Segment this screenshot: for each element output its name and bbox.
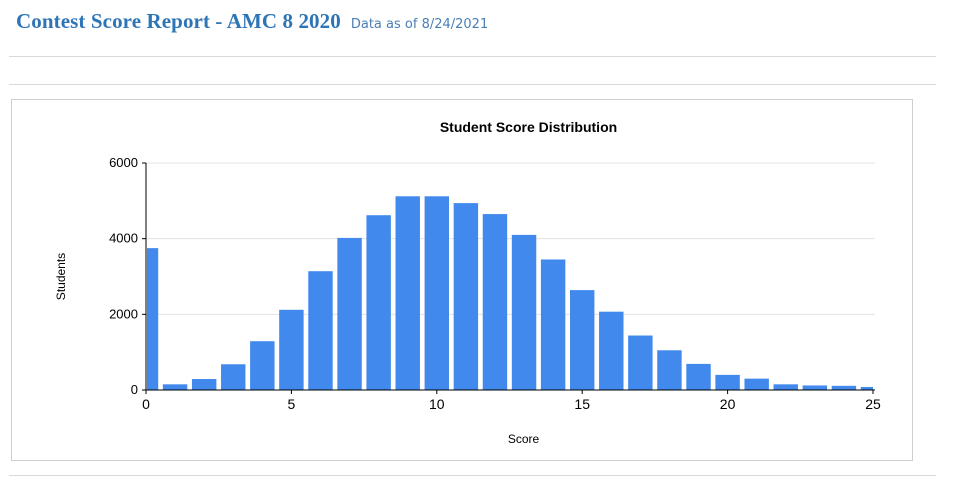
- bar-score-3: [221, 364, 246, 390]
- report-title: Contest Score Report - AMC 8 2020: [16, 9, 341, 33]
- bar-score-20: [715, 374, 740, 390]
- bar-score-1: [162, 384, 188, 390]
- bar-score-5: [279, 309, 304, 390]
- bar-score-14: [540, 259, 566, 390]
- x-tick-label: 10: [429, 396, 445, 412]
- bar-score-9: [395, 196, 420, 390]
- chart-title: Student Score Distribution: [440, 119, 617, 135]
- bar-score-16: [599, 311, 624, 390]
- x-axis-label: Score: [508, 432, 540, 446]
- bar-score-6: [308, 271, 333, 390]
- footer-divider: [9, 475, 936, 476]
- section-divider: [9, 84, 936, 85]
- y-axis-label: Students: [54, 253, 68, 300]
- y-tick-label: 0: [131, 382, 138, 397]
- bar-score-0: [147, 248, 159, 390]
- bar-score-8: [366, 215, 391, 390]
- bar-group: [147, 196, 873, 390]
- header-divider: [9, 56, 936, 57]
- bar-score-12: [482, 214, 508, 390]
- bar-score-10: [424, 196, 450, 390]
- x-tick-label: 25: [865, 396, 881, 412]
- bar-score-7: [337, 237, 362, 390]
- bar-score-22: [773, 384, 798, 390]
- bar-score-23: [802, 385, 828, 390]
- bar-score-2: [191, 379, 217, 390]
- chart-panel: 0 2000 4000 6000 0 5 10 15 20 25 Student Score Dis…: [11, 99, 913, 461]
- data-as-of-date: Data as of 8/24/2021: [350, 17, 489, 32]
- x-tick-label: 5: [288, 396, 296, 412]
- score-distribution-chart: 0 2000 4000 6000 0 5 10 15 20 25 Student Score Dis…: [54, 119, 881, 446]
- x-tick-label: 20: [720, 396, 736, 412]
- y-tick-label: 6000: [109, 155, 138, 170]
- bar-score-21: [744, 378, 769, 390]
- bar-score-15: [569, 290, 595, 390]
- y-tick-label: 4000: [109, 231, 138, 246]
- bar-score-11: [453, 203, 479, 390]
- bar-score-13: [511, 234, 537, 390]
- x-tick-label: 15: [574, 396, 590, 412]
- y-tick-label: 2000: [109, 306, 138, 321]
- bar-score-4: [250, 341, 275, 390]
- bar-score-17: [628, 335, 653, 390]
- bar-score-18: [657, 350, 682, 390]
- bar-score-25: [860, 386, 873, 390]
- bar-score-24: [831, 385, 857, 390]
- x-tick-label: 0: [142, 396, 150, 412]
- report-header: Contest Score Report - AMC 8 2020 Data a…: [16, 9, 488, 34]
- bar-score-19: [686, 363, 711, 390]
